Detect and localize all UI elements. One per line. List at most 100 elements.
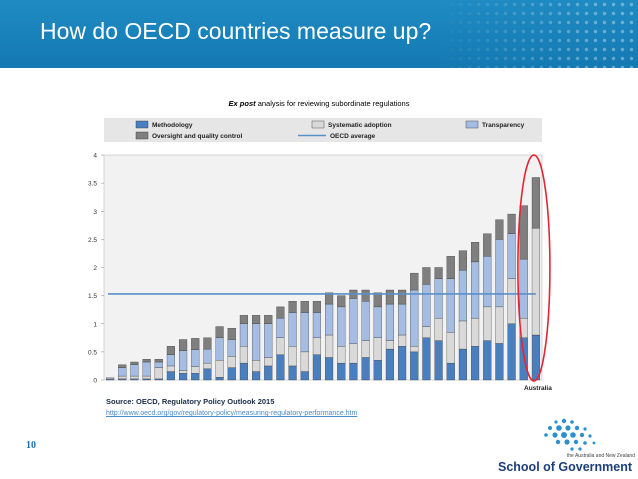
legend-oversight-label: Oversight and quality control	[152, 133, 242, 140]
bar-methodology	[252, 371, 261, 381]
y-tick-label: 0.5	[88, 349, 97, 356]
bar-oversight	[446, 256, 455, 279]
legend-methodology-swatch	[135, 120, 149, 129]
bar-systematic	[446, 332, 455, 364]
bar-oversight	[410, 272, 419, 291]
bar-oversight	[483, 233, 492, 257]
bar-systematic	[385, 340, 394, 350]
bar-oversight	[471, 242, 480, 263]
bar-methodology	[203, 368, 212, 381]
legend-methodology-label: Methodology	[152, 122, 193, 129]
legend-transparency-label: Transparency	[482, 122, 525, 129]
legend-average-label: OECD average	[330, 133, 376, 140]
bar-oversight	[361, 289, 370, 302]
bar-methodology	[385, 348, 394, 381]
bar-methodology	[507, 323, 516, 381]
chart-title: Ex post analysis for reviewing subordina…	[229, 99, 410, 108]
bar-oversight	[154, 359, 163, 363]
bar-transparency	[312, 312, 321, 338]
bar-transparency	[142, 361, 151, 377]
bar-transparency	[458, 270, 467, 322]
bar-systematic	[507, 278, 516, 324]
bar-systematic	[191, 366, 200, 374]
bar-oversight	[203, 337, 212, 350]
bar-methodology	[300, 371, 309, 381]
bar-methodology	[471, 346, 480, 381]
bar-systematic	[300, 351, 309, 372]
bar-oversight	[337, 295, 346, 308]
bar-transparency	[191, 349, 200, 367]
bar-methodology	[434, 340, 443, 381]
bar-systematic	[154, 367, 163, 380]
bar-systematic	[483, 306, 492, 341]
bar-transparency	[471, 261, 480, 319]
bar-oversight	[191, 338, 200, 350]
bar-transparency	[264, 323, 273, 358]
page-number: 10	[26, 440, 36, 451]
bar-transparency	[227, 339, 236, 357]
bar-transparency	[361, 301, 370, 341]
legend-transparency-swatch	[465, 120, 479, 129]
bar-oversight	[118, 364, 127, 368]
bar-systematic	[373, 337, 382, 361]
bar-transparency	[337, 306, 346, 347]
bar-systematic	[531, 227, 540, 336]
bar-transparency	[325, 303, 334, 336]
bar-oversight	[130, 361, 139, 365]
bar-oversight	[531, 177, 540, 229]
school-of-government-logo: the Australia and New Zealand School of …	[498, 418, 635, 474]
legend-systematic-label: Systematic adoption	[328, 122, 392, 129]
bar-transparency	[519, 258, 528, 319]
source-link[interactable]: http://www.oecd.org/gov/regulatory-polic…	[106, 410, 358, 417]
bar-oversight	[252, 315, 261, 324]
bar-systematic	[337, 346, 346, 364]
bar-oversight	[458, 250, 467, 271]
bar-transparency	[422, 284, 431, 327]
bar-systematic	[179, 370, 188, 374]
bar-systematic	[215, 360, 224, 378]
bar-oversight	[264, 315, 273, 324]
bar-oversight	[166, 346, 175, 355]
bar-systematic	[252, 360, 261, 372]
title-bar: How do OECD countries measure up?	[0, 0, 638, 68]
bar-transparency	[130, 364, 139, 377]
bar-methodology	[179, 373, 188, 381]
bar-methodology	[361, 357, 370, 381]
bar-transparency	[154, 361, 163, 368]
bar-methodology	[215, 377, 224, 381]
bar-oversight	[288, 301, 297, 313]
bar-oversight	[495, 219, 504, 240]
bar-systematic	[106, 377, 115, 380]
bar-systematic	[276, 337, 285, 355]
bar-systematic	[361, 340, 370, 358]
bar-transparency	[385, 303, 394, 341]
page-title: How do OECD countries measure up?	[40, 18, 432, 44]
bar-methodology	[349, 362, 358, 381]
bar-methodology	[337, 362, 346, 381]
bar-methodology	[288, 365, 297, 381]
bar-systematic	[325, 334, 334, 358]
bar-methodology	[398, 346, 407, 381]
bar-methodology	[373, 360, 382, 381]
bar-oversight	[434, 267, 443, 279]
y-tick-label: 2	[93, 265, 97, 272]
bar-systematic	[471, 317, 480, 347]
bar-transparency	[410, 289, 419, 347]
australia-highlight-ellipse	[517, 154, 551, 382]
bar-systematic	[288, 346, 297, 367]
bar-methodology	[227, 367, 236, 381]
bar-transparency	[507, 233, 516, 279]
bar-oversight	[385, 289, 394, 305]
bar-transparency	[179, 350, 188, 371]
bar-methodology	[495, 343, 504, 381]
y-tick-label: 3.5	[88, 181, 97, 188]
bar-oversight	[179, 339, 188, 351]
bar-methodology	[422, 337, 431, 381]
bar-transparency	[166, 354, 175, 367]
bar-methodology	[166, 371, 175, 381]
bar-transparency	[288, 312, 297, 347]
legend-oversight-swatch	[135, 131, 149, 140]
bar-systematic	[166, 365, 175, 372]
bar-transparency	[118, 367, 127, 377]
bar-systematic	[203, 362, 212, 369]
